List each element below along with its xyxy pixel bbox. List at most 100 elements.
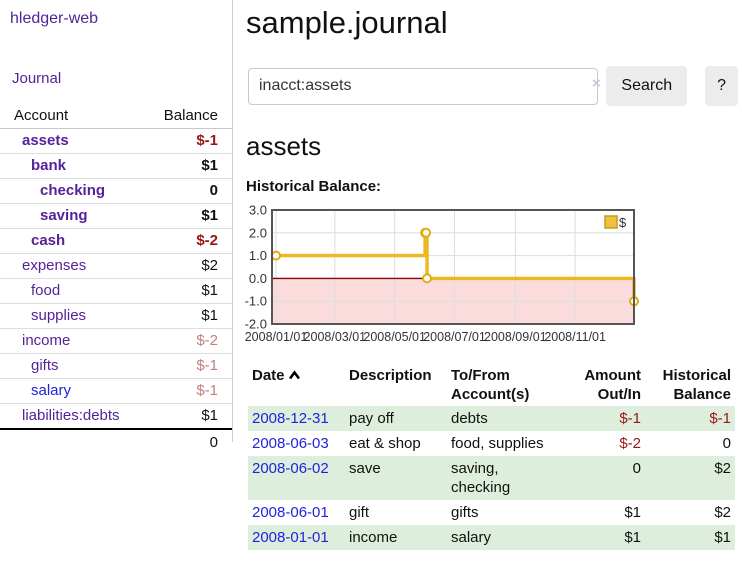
transaction-amount: $-2	[619, 435, 641, 452]
sidebar-account-row: saving $1	[0, 204, 232, 229]
transaction-date-link[interactable]: 2008-12-31	[252, 410, 329, 427]
account-balance: $-2	[196, 332, 218, 349]
sidebar-accounts-table: Account Balance assets $-1 bank $1 checking 0…	[0, 104, 232, 455]
account-balance: $1	[201, 207, 218, 224]
transaction-balance: $2	[714, 504, 731, 521]
help-button[interactable]: ?	[705, 66, 738, 106]
transaction-description: income	[345, 525, 447, 550]
data-point-marker	[271, 250, 281, 261]
account-balance: $-1	[196, 132, 218, 149]
account-balance: 0	[209, 182, 218, 199]
x-axis-tick-label: 2008/07/01	[423, 330, 486, 344]
search-button[interactable]: Search	[606, 66, 688, 106]
transaction-date-link[interactable]: 2008-06-02	[252, 460, 329, 477]
transaction-balance: $1	[645, 525, 735, 550]
x-axis-tick-label: 2008/05/01	[363, 330, 426, 344]
sidebar-accounts-header: Account Balance	[0, 104, 232, 129]
transaction-description: gift	[349, 504, 370, 521]
account-balance: $-2	[196, 232, 218, 249]
transaction-accounts: food, supplies	[451, 435, 544, 452]
sidebar-account-link-cash[interactable]: cash	[31, 232, 66, 249]
sidebar-total-balance: 0	[209, 434, 218, 451]
register-row: 2008-06-01 gift gifts $1 $2	[248, 500, 735, 525]
x-axis-tick-label: 2008/01/01	[245, 330, 308, 344]
register-header-amount: Amount Out/In	[584, 367, 641, 403]
sidebar-account-link-supplies[interactable]: supplies	[31, 307, 87, 324]
y-axis-tick-label: 1.0	[249, 248, 267, 263]
transaction-amount: 0	[559, 456, 645, 500]
transaction-accounts: debts	[447, 406, 559, 431]
transaction-amount: $1	[624, 504, 641, 521]
register-row: 2008-06-02 save saving, checking 0 $2	[248, 456, 735, 500]
balance-column-header: Balance	[163, 107, 218, 124]
sidebar-account-link-saving[interactable]: saving	[40, 207, 88, 224]
transaction-balance: $-1	[645, 406, 735, 431]
date-header-label: Date	[252, 367, 285, 384]
x-axis-tick-label: 2008/03/01	[304, 330, 367, 344]
sidebar-account-link-salary[interactable]: salary	[31, 382, 72, 399]
transaction-date-link[interactable]: 2008-06-03	[252, 435, 329, 452]
sidebar-account-link-checking[interactable]: checking	[40, 182, 106, 199]
legend-label: $	[619, 215, 627, 230]
x-axis-tick-label: 2008/11/01	[544, 330, 606, 344]
page-title: sample.journal	[246, 5, 448, 40]
y-axis-tick-label: -2.0	[245, 317, 267, 332]
transaction-amount: $-1	[559, 406, 645, 431]
sidebar-account-row: food $1	[0, 279, 232, 304]
transaction-balance: $2	[645, 456, 735, 500]
sidebar-account-link-assets[interactable]: assets	[22, 132, 69, 149]
sidebar-account-row: salary $-1	[0, 379, 232, 404]
x-axis-tick-label: 2008/09/01	[484, 330, 547, 344]
account-balance: $2	[201, 257, 218, 274]
register-row: 2008-01-01 income salary $1 $1	[248, 525, 735, 550]
transaction-description: save	[345, 456, 447, 500]
sidebar-account-row: assets $-1	[0, 129, 232, 154]
sidebar-account-row: gifts $-1	[0, 354, 232, 379]
transaction-accounts: gifts	[451, 504, 479, 521]
legend-swatch	[604, 215, 618, 229]
transaction-description: pay off	[345, 406, 447, 431]
data-point-marker	[422, 273, 433, 284]
sidebar-accounts-total-row: 0	[0, 428, 232, 455]
account-balance: $1	[201, 157, 218, 174]
search-form: × Search ?	[246, 66, 738, 106]
account-balance: $-1	[196, 357, 218, 374]
clear-search-icon[interactable]: ×	[592, 75, 601, 92]
app-brand-link[interactable]: hledger-web	[10, 10, 99, 27]
register-table: Date Description To/From Account(s) Amou…	[248, 364, 735, 550]
sidebar-account-row: bank $1	[0, 154, 232, 179]
sidebar-account-row: income $-2	[0, 329, 232, 354]
transaction-accounts: salary	[447, 525, 559, 550]
account-balance: $1	[201, 407, 218, 424]
sidebar-account-row: supplies $1	[0, 304, 232, 329]
sort-asc-icon	[288, 366, 301, 385]
sidebar-account-link-bank[interactable]: bank	[31, 157, 67, 174]
transaction-date-link[interactable]: 2008-06-01	[252, 504, 329, 521]
sidebar-account-link-income[interactable]: income	[22, 332, 71, 349]
register-header-date[interactable]: Date	[248, 364, 345, 406]
transaction-accounts: saving, checking	[447, 456, 559, 500]
transaction-date-link[interactable]: 2008-01-01	[252, 529, 329, 546]
y-axis-tick-label: 0.0	[249, 271, 267, 286]
sidebar-account-link-expenses[interactable]: expenses	[22, 257, 87, 274]
transaction-description: eat & shop	[349, 435, 421, 452]
register-header-row: Date Description To/From Account(s) Amou…	[248, 364, 735, 406]
search-input[interactable]	[248, 67, 599, 105]
sidebar-account-link-liabilities-debts[interactable]: liabilities:debts	[22, 407, 120, 424]
transaction-balance: 0	[722, 435, 731, 452]
sidebar-account-link-gifts[interactable]: gifts	[31, 357, 59, 374]
sidebar-account-row: liabilities:debts $1	[0, 404, 232, 428]
account-balance: $1	[201, 282, 218, 299]
y-axis-tick-label: 2.0	[249, 225, 267, 240]
account-column-header: Account	[14, 107, 69, 124]
register-row: 2008-12-31 pay off debts $-1 $-1	[248, 406, 735, 431]
sidebar-account-link-food[interactable]: food	[31, 282, 61, 299]
sidebar: hledger-web Journal Account Balance asse…	[0, 0, 232, 455]
register-header-balance: Historical Balance	[662, 367, 731, 403]
y-axis-tick-label: -1.0	[245, 294, 267, 309]
main-content: sample.journal × Search ? assets Histori…	[245, 0, 738, 550]
historical-balance-chart: $3.0 2.0 1.0 0.0 -1.0 -2.02008/01/012008/03/0…	[245, 203, 639, 344]
sidebar-account-row: cash $-2	[0, 229, 232, 254]
account-heading: assets	[246, 131, 322, 161]
sidebar-item-journal[interactable]: Journal	[12, 70, 62, 87]
